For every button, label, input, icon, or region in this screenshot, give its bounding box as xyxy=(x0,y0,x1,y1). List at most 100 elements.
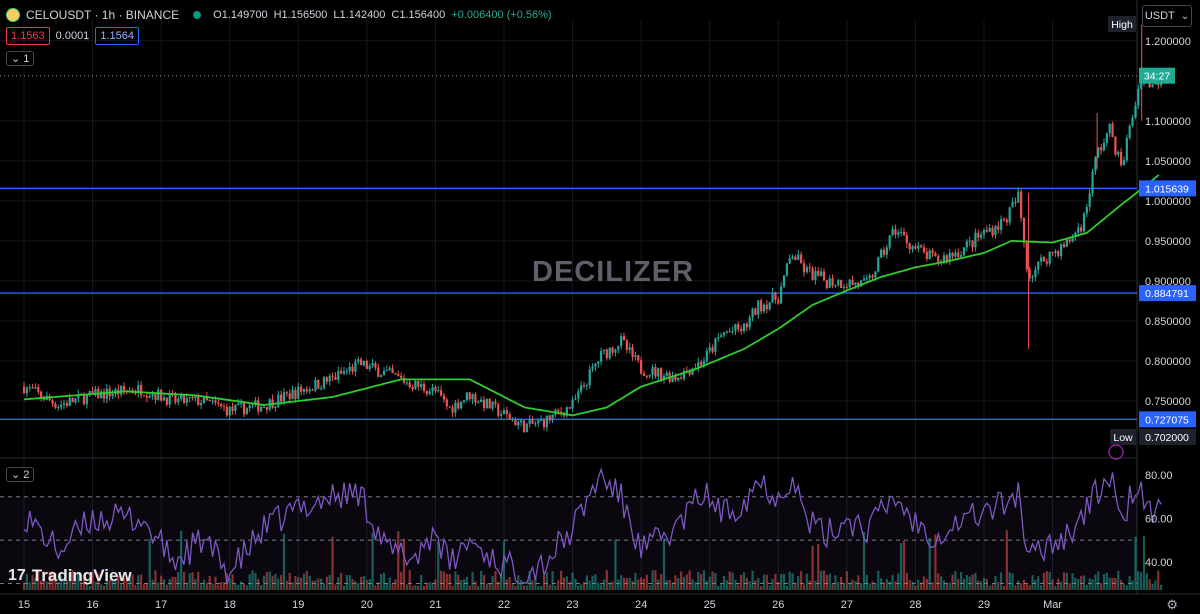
volume-bar xyxy=(1145,573,1148,590)
candle-body xyxy=(834,285,837,287)
volume-bar xyxy=(774,573,777,590)
candle-body xyxy=(942,255,946,262)
candle-body xyxy=(780,286,783,304)
volume-bar xyxy=(620,575,623,590)
sell-price-button[interactable]: 1.1563 xyxy=(6,27,50,45)
candle-body xyxy=(628,347,631,350)
pane-collapse-toggle-2[interactable]: ⌄ 2 xyxy=(6,467,35,482)
candle-body xyxy=(1031,276,1034,279)
candle-body xyxy=(217,402,220,404)
volume-bar xyxy=(171,576,174,590)
volume-bar xyxy=(974,572,977,590)
volume-bar xyxy=(208,575,211,590)
volume-bar xyxy=(322,584,326,590)
volume-bar xyxy=(960,572,963,590)
volume-bar xyxy=(677,578,680,590)
candle-body xyxy=(25,387,28,394)
volume-bar xyxy=(77,571,80,590)
volume-bar xyxy=(705,580,708,590)
volume-bar xyxy=(1057,578,1060,590)
volume-bar xyxy=(351,578,354,590)
volume-bar xyxy=(365,580,368,590)
volume-bar xyxy=(920,582,923,590)
candle-body xyxy=(851,279,854,285)
volume-bar xyxy=(911,581,914,590)
candle-body xyxy=(245,408,248,415)
volume-bar xyxy=(431,583,434,590)
volume-bar xyxy=(25,573,28,590)
ohlc-open: O1.149700 xyxy=(213,9,268,21)
volume-bar xyxy=(594,574,597,590)
volume-bar xyxy=(48,571,51,590)
volume-bar xyxy=(848,582,851,590)
volume-bar xyxy=(91,571,94,590)
candle-body xyxy=(702,360,706,366)
rsi-axis-tick: 80.00 xyxy=(1145,470,1173,482)
level-price-tag xyxy=(1139,285,1196,302)
volume-bar xyxy=(762,574,766,590)
volume-bar xyxy=(765,574,768,590)
volume-bar xyxy=(1091,579,1094,590)
candle-body xyxy=(348,366,351,371)
volume-bar xyxy=(551,571,554,590)
candle-body xyxy=(691,368,694,375)
volume-bar xyxy=(111,580,114,590)
symbol-title[interactable]: CELOUSDT · 1h · BINANCE xyxy=(26,8,180,22)
volume-bar xyxy=(711,571,714,590)
tradingview-logo-icon: 17 xyxy=(8,567,26,584)
candle-body xyxy=(960,255,963,257)
volume-bar xyxy=(1011,573,1014,590)
volume-bar xyxy=(648,585,651,590)
candle-body xyxy=(411,387,414,389)
time-axis-tick: 23 xyxy=(566,599,578,611)
volume-bar xyxy=(520,580,523,590)
candle-body xyxy=(300,386,303,392)
candle-body xyxy=(505,410,508,415)
volume-bar xyxy=(834,575,837,590)
candle-body xyxy=(1011,202,1014,208)
currency-select[interactable]: USDT ⌄ xyxy=(1142,5,1192,27)
volume-bar xyxy=(737,584,740,590)
volume-bar xyxy=(725,580,728,590)
volume-bar xyxy=(1071,573,1074,590)
volume-bar xyxy=(1037,576,1040,590)
volume-bar xyxy=(191,572,194,590)
candle-body xyxy=(548,415,551,421)
volume-bar xyxy=(394,579,397,590)
volume-bar xyxy=(157,582,160,590)
volume-bar xyxy=(440,570,443,590)
candle-body xyxy=(1088,193,1091,207)
countdown-tag xyxy=(1139,67,1175,84)
volume-bar xyxy=(982,577,986,590)
candle-body xyxy=(454,402,457,413)
price-axis-tick: 1.200000 xyxy=(1145,36,1191,48)
candle-body xyxy=(1074,232,1077,237)
candle-body xyxy=(674,375,677,381)
candle-body xyxy=(445,399,448,407)
settings-gear-icon[interactable]: ⚙ xyxy=(1166,597,1178,612)
volume-bar xyxy=(268,571,271,590)
candle-body xyxy=(642,373,646,376)
tradingview-logo[interactable]: 17 TradingView xyxy=(8,566,132,586)
level-price-tag xyxy=(1139,411,1196,428)
volume-bar xyxy=(337,577,340,590)
chevron-down-icon: ⌄ xyxy=(11,469,21,481)
volume-bar xyxy=(302,573,306,590)
buy-price-button[interactable]: 1.1564 xyxy=(95,27,139,45)
volume-bar xyxy=(611,581,614,590)
pane-collapse-toggle-1[interactable]: ⌄ 1 xyxy=(6,51,35,66)
volume-bar xyxy=(1122,584,1126,590)
candle-body xyxy=(742,323,746,332)
volume-bar xyxy=(525,585,528,590)
candle-body xyxy=(551,414,554,421)
candle-body xyxy=(1014,202,1017,204)
candle-body xyxy=(534,423,537,425)
candlesticks xyxy=(22,24,1163,433)
volume-bar xyxy=(417,585,420,590)
volume-bar xyxy=(508,577,511,590)
volume-bar xyxy=(934,534,937,590)
horizontal-levels[interactable] xyxy=(0,75,1137,421)
low-tag-box xyxy=(1110,429,1136,445)
candle-body xyxy=(645,375,648,377)
